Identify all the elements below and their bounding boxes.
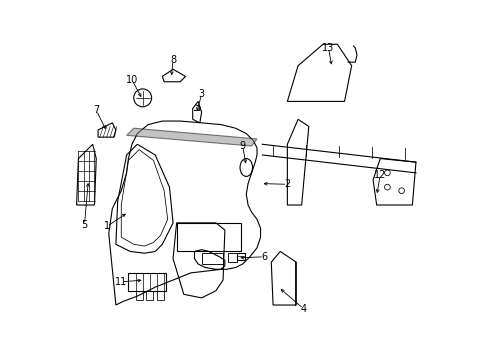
- Text: 5: 5: [81, 220, 87, 230]
- Text: 12: 12: [373, 170, 386, 180]
- Text: 2: 2: [284, 179, 290, 189]
- Bar: [201, 253, 223, 264]
- Text: 1: 1: [103, 221, 110, 231]
- Text: 9: 9: [239, 141, 245, 151]
- Text: 6: 6: [261, 252, 266, 262]
- Text: 3: 3: [198, 89, 204, 99]
- Text: 7: 7: [93, 105, 99, 115]
- Text: 13: 13: [322, 43, 334, 53]
- Bar: [146, 291, 153, 300]
- Bar: [228, 253, 237, 262]
- Bar: [237, 252, 244, 260]
- Text: 10: 10: [125, 75, 138, 85]
- Polygon shape: [126, 128, 257, 146]
- Bar: [157, 291, 164, 300]
- Bar: [176, 223, 241, 251]
- Text: 8: 8: [170, 55, 176, 65]
- Bar: [135, 291, 142, 300]
- Text: 4: 4: [300, 303, 306, 314]
- Text: 11: 11: [115, 277, 127, 287]
